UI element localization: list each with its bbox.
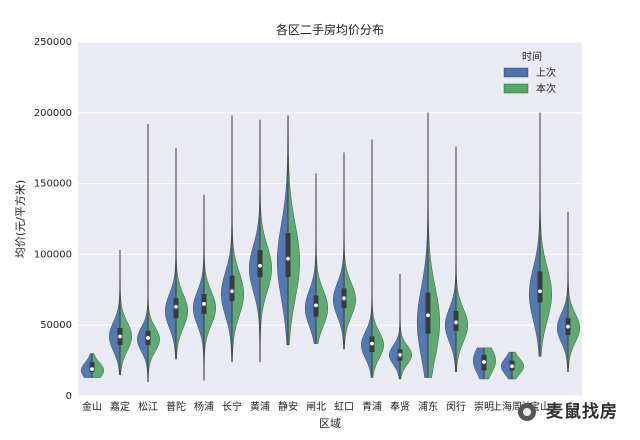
- violin-median-point: [258, 263, 262, 268]
- violin-median-point: [90, 367, 94, 371]
- violin-median-point: [174, 304, 178, 309]
- violin-median-point: [538, 289, 542, 294]
- x-tick-label: 静安: [278, 400, 298, 413]
- x-tick-label: 闸北: [306, 400, 326, 413]
- violin-median-point: [482, 360, 486, 364]
- x-axis-label: 区域: [319, 417, 341, 430]
- x-tick-label: 松江: [138, 400, 158, 413]
- violin-崇明-上次: [472, 347, 485, 380]
- y-tick-labels: 0 50000 100000 150000 200000 250000: [34, 37, 72, 402]
- plot-area: [78, 42, 582, 396]
- violin-median-point: [314, 303, 318, 308]
- y-tick-label: 100000: [34, 249, 72, 260]
- x-tick-label: 嘉定: [110, 400, 130, 413]
- violin-上海周边-上次: [500, 351, 513, 380]
- violin-median-point: [566, 324, 570, 329]
- violin-median-point: [286, 256, 290, 261]
- y-tick-label: 250000: [34, 37, 72, 48]
- violin-median-point: [342, 296, 346, 301]
- violin-median-point: [202, 302, 206, 306]
- legend-swatch-本次: [503, 83, 529, 94]
- violin-崇明-本次: [483, 347, 496, 380]
- violin-median-point: [230, 289, 234, 294]
- legend-swatch-上次: [503, 67, 529, 78]
- chart-title: 各区二手房均价分布: [276, 22, 384, 37]
- violin-median-point: [510, 364, 514, 369]
- violin-median-point: [370, 341, 374, 346]
- y-tick-label: 0: [66, 391, 72, 402]
- x-tick-label: 闵行: [446, 400, 466, 413]
- violin-金山-本次: [91, 353, 104, 378]
- legend-title: 时间: [522, 50, 542, 63]
- x-tick-label: 崇明: [474, 401, 494, 413]
- y-tick-label: 150000: [34, 179, 72, 190]
- violin-median-point: [398, 353, 402, 357]
- x-tick-label: 虹口: [334, 401, 354, 413]
- watermark-text: 麦鼠找房: [546, 402, 618, 422]
- x-tick-label: 奉贤: [390, 400, 410, 413]
- x-tick-label: 长宁: [222, 400, 242, 413]
- x-tick-label: 金山: [82, 400, 102, 413]
- violin-median-point: [146, 336, 150, 340]
- x-tick-label: 杨浦: [194, 400, 214, 413]
- violin-上海周边-本次: [511, 351, 524, 380]
- y-tick-label: 200000: [34, 108, 72, 119]
- violin-median-point: [426, 313, 430, 318]
- legend: 时间 上次 本次: [503, 50, 556, 95]
- y-tick-label: 50000: [40, 320, 72, 331]
- x-tick-label: 黄浦: [250, 400, 270, 413]
- x-tick-label: 青浦: [362, 400, 382, 413]
- grid-lines: [78, 41, 582, 397]
- wechat-logo-icon: [518, 403, 537, 421]
- watermark: 麦鼠找房: [518, 397, 618, 422]
- violin-median-point: [454, 320, 458, 325]
- violin-金山-上次: [80, 353, 93, 378]
- x-tick-label: 普陀: [166, 400, 186, 413]
- legend-label-上次: 上次: [536, 66, 556, 79]
- violins: [80, 112, 580, 383]
- x-tick-label: 浦东: [418, 400, 438, 413]
- y-axis-label: 均价(元/平方米): [13, 180, 27, 258]
- violin-median-point: [118, 334, 122, 339]
- legend-label-本次: 本次: [536, 82, 556, 95]
